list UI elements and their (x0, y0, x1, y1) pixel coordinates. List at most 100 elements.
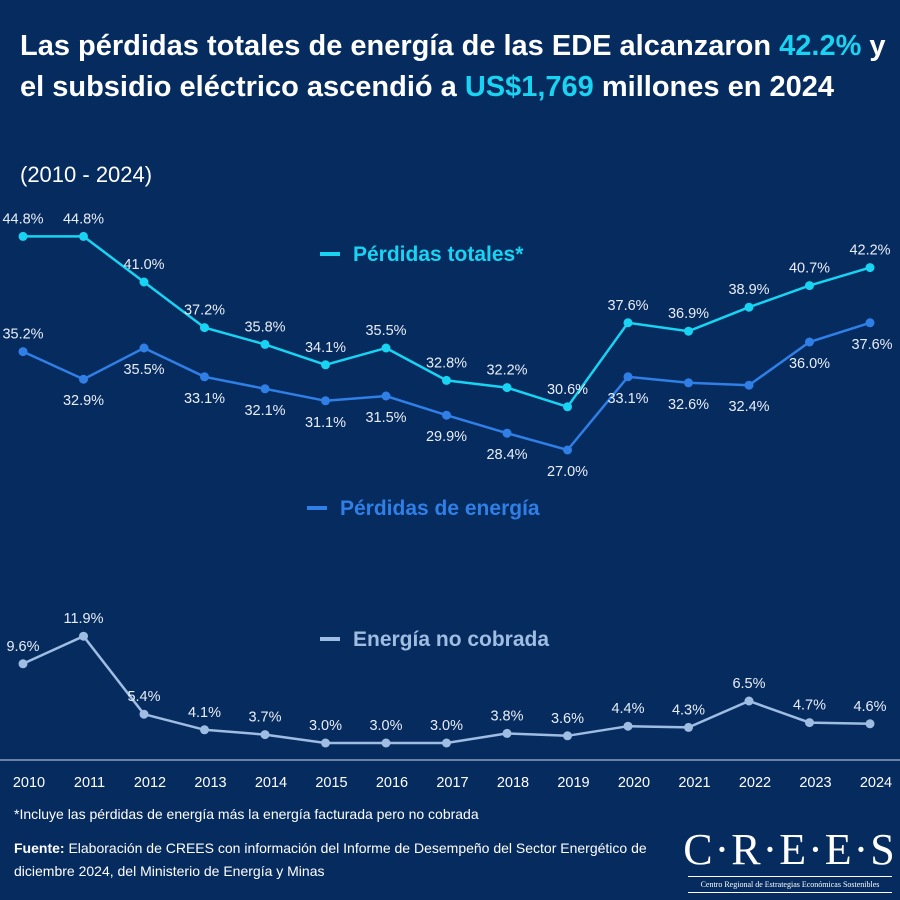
data-point-perdidas-totales (502, 383, 512, 393)
data-point-perdidas-totales (744, 302, 754, 312)
data-point-energia-no-cobrada (18, 659, 28, 669)
data-label: 37.6% (851, 337, 892, 353)
data-label: 35.5% (365, 323, 406, 339)
data-point-perdidas-energia (139, 343, 149, 353)
data-point-perdidas-energia (623, 372, 633, 382)
data-label: 36.0% (789, 356, 830, 372)
data-label: 4.1% (188, 705, 221, 721)
data-label: 33.1% (184, 391, 225, 407)
logo-name: C·R·E·E·S (683, 825, 897, 874)
data-label: 41.0% (123, 257, 164, 273)
data-label: 4.4% (611, 701, 644, 717)
subtitle: (2010 - 2024) (20, 162, 153, 187)
data-point-energia-no-cobrada (442, 738, 451, 748)
data-label: 3.6% (551, 711, 584, 727)
x-tick-label: 2018 (497, 775, 529, 791)
data-point-energia-no-cobrada (381, 738, 391, 748)
title-highlight-losses: 42.2% (779, 30, 862, 62)
data-label: 4.7% (793, 698, 826, 714)
x-tick-label: 2017 (436, 775, 468, 791)
data-point-energia-no-cobrada (139, 709, 149, 719)
data-point-perdidas-energia (200, 372, 209, 382)
data-point-perdidas-energia (442, 410, 451, 420)
data-point-energia-no-cobrada (563, 731, 572, 741)
data-point-energia-no-cobrada (805, 718, 814, 728)
data-label: 31.5% (365, 410, 406, 426)
data-point-perdidas-energia (381, 391, 391, 401)
data-point-energia-no-cobrada (865, 719, 875, 729)
x-tick-label: 2016 (376, 775, 408, 791)
x-tick-label: 2014 (255, 775, 287, 791)
data-label: 31.1% (305, 415, 346, 431)
data-label: 35.8% (244, 319, 285, 335)
data-point-perdidas-energia (260, 384, 270, 394)
data-label: 35.5% (123, 362, 164, 378)
x-tick-label: 2019 (557, 775, 589, 791)
title-text: millones en 2024 (593, 71, 834, 103)
data-label: 32.2% (486, 363, 527, 379)
data-label: 3.0% (430, 718, 463, 734)
data-label: 34.1% (305, 340, 346, 356)
data-point-perdidas-energia (865, 318, 875, 328)
logo-tagline: Centro Regional de Estrategias Económica… (688, 876, 892, 893)
data-point-energia-no-cobrada (623, 721, 633, 731)
data-point-perdidas-energia (502, 428, 512, 438)
data-point-perdidas-totales (442, 375, 451, 385)
x-tick-label: 2023 (799, 775, 831, 791)
footnote: *Incluye las pérdidas de energía más la … (14, 806, 479, 822)
source: Fuente: Elaboración de CREES con informa… (14, 837, 674, 883)
data-label: 44.8% (2, 211, 43, 227)
source-label: Fuente: (14, 840, 65, 856)
source-text: Elaboración de CREES con información del… (14, 840, 647, 879)
crees-logo: C·R·E·E·S Centro Regional de Estrategias… (680, 828, 900, 893)
data-label: 3.7% (248, 710, 281, 726)
data-label: 27.0% (547, 464, 588, 480)
data-label: 40.7% (789, 261, 830, 277)
data-point-perdidas-totales (563, 402, 572, 412)
data-label: 32.8% (426, 355, 467, 371)
legend-label: Pérdidas totales* (353, 243, 524, 266)
data-label: 5.4% (127, 689, 160, 705)
legend-label: Pérdidas de energía (340, 497, 540, 520)
data-label: 28.4% (486, 447, 527, 463)
data-point-perdidas-totales (200, 323, 209, 333)
data-label: 3.8% (490, 708, 523, 724)
data-label: 35.2% (2, 327, 43, 343)
title-text: y el subsidio eléctrico ascendió a (20, 30, 886, 103)
data-point-perdidas-totales (381, 343, 391, 353)
data-point-perdidas-totales (260, 339, 270, 349)
data-label: 33.1% (607, 391, 648, 407)
x-tick-label: 2020 (618, 775, 650, 791)
data-point-energia-no-cobrada (321, 738, 330, 748)
data-label: 3.0% (369, 718, 402, 734)
data-point-perdidas-energia (18, 347, 28, 357)
title-text: Las pérdidas totales de energía de las E… (20, 30, 780, 62)
data-point-perdidas-totales (805, 281, 814, 291)
title-highlight-subsidy: US$1,769 (464, 71, 594, 103)
data-point-perdidas-totales (321, 360, 330, 370)
data-point-perdidas-energia (321, 396, 330, 406)
data-label: 32.4% (728, 399, 769, 415)
data-point-perdidas-totales (139, 277, 149, 287)
data-label: 36.9% (668, 306, 709, 322)
data-point-energia-no-cobrada (260, 730, 270, 740)
data-point-energia-no-cobrada (200, 725, 209, 735)
data-label: 9.6% (6, 639, 39, 655)
data-point-perdidas-totales (865, 263, 875, 273)
data-label: 3.0% (309, 718, 342, 734)
data-label: 37.6% (607, 298, 648, 314)
data-label: 38.9% (728, 282, 769, 298)
data-label: 37.2% (184, 303, 225, 319)
data-label: 11.9% (63, 611, 103, 627)
data-point-energia-no-cobrada (502, 728, 512, 738)
x-tick-label: 2012 (134, 775, 166, 791)
x-tick-label: 2015 (315, 775, 347, 791)
data-point-perdidas-energia (744, 380, 754, 390)
x-tick-label: 2021 (678, 775, 710, 791)
data-label: 29.9% (426, 429, 467, 445)
x-tick-label: 2010 (13, 775, 45, 791)
data-label: 4.3% (672, 702, 705, 718)
data-label: 30.6% (547, 382, 588, 398)
